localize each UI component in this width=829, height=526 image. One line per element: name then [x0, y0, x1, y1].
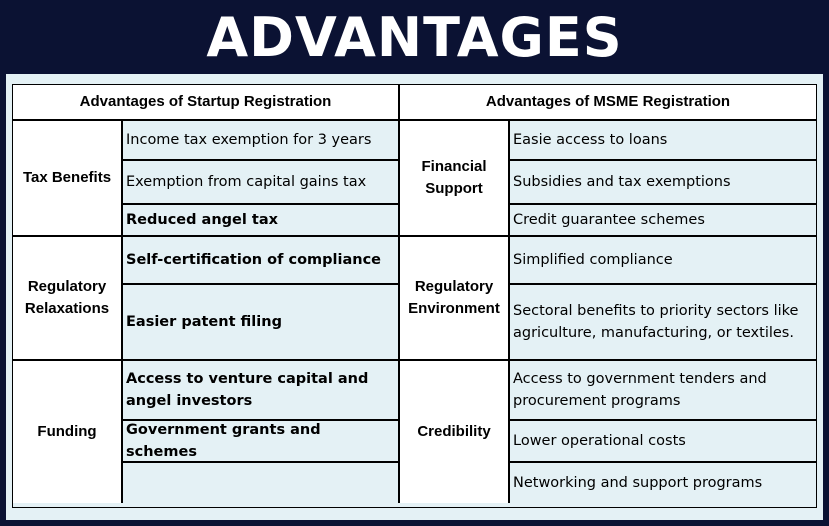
msme-financial-item: Subsidies and tax exemptions — [510, 161, 816, 205]
startup-regulatory-item: Self-certification of compliance — [123, 237, 400, 285]
category-financial-support: Financial Support — [400, 121, 510, 237]
startup-regulatory-item: Easier patent filing — [123, 285, 400, 361]
startup-tax-item: Reduced angel tax — [123, 205, 400, 237]
category-regulatory-relaxations: Regulatory Relaxations — [13, 237, 123, 361]
msme-financial-item: Credit guarantee schemes — [510, 205, 816, 237]
msme-credibility-item: Lower operational costs — [510, 421, 816, 463]
category-funding: Funding — [13, 361, 123, 503]
header-msme: Advantages of MSME Registration — [400, 85, 816, 121]
msme-credibility-item: Networking and support programs — [510, 463, 816, 503]
startup-funding-item: Government grants and schemes — [123, 421, 400, 463]
msme-regulatory-item: Simplified compliance — [510, 237, 816, 285]
startup-tax-item: Exemption from capital gains tax — [123, 161, 400, 205]
msme-financial-item: Easie access to loans — [510, 121, 816, 161]
page-title: ADVANTAGES — [206, 6, 623, 69]
header-startup: Advantages of Startup Registration — [13, 85, 400, 121]
msme-credibility-item: Access to government tenders and procure… — [510, 361, 816, 421]
startup-funding-item: Access to venture capital and angel inve… — [123, 361, 400, 421]
category-tax-benefits: Tax Benefits — [13, 121, 123, 237]
category-credibility: Credibility — [400, 361, 510, 503]
advantages-table: Advantages of Startup Registration Advan… — [12, 84, 817, 508]
msme-regulatory-item: Sectoral benefits to priority sectors li… — [510, 285, 816, 361]
startup-tax-item: Income tax exemption for 3 years — [123, 121, 400, 161]
category-regulatory-environment: Regulatory Environment — [400, 237, 510, 361]
startup-funding-item-empty — [123, 463, 400, 503]
